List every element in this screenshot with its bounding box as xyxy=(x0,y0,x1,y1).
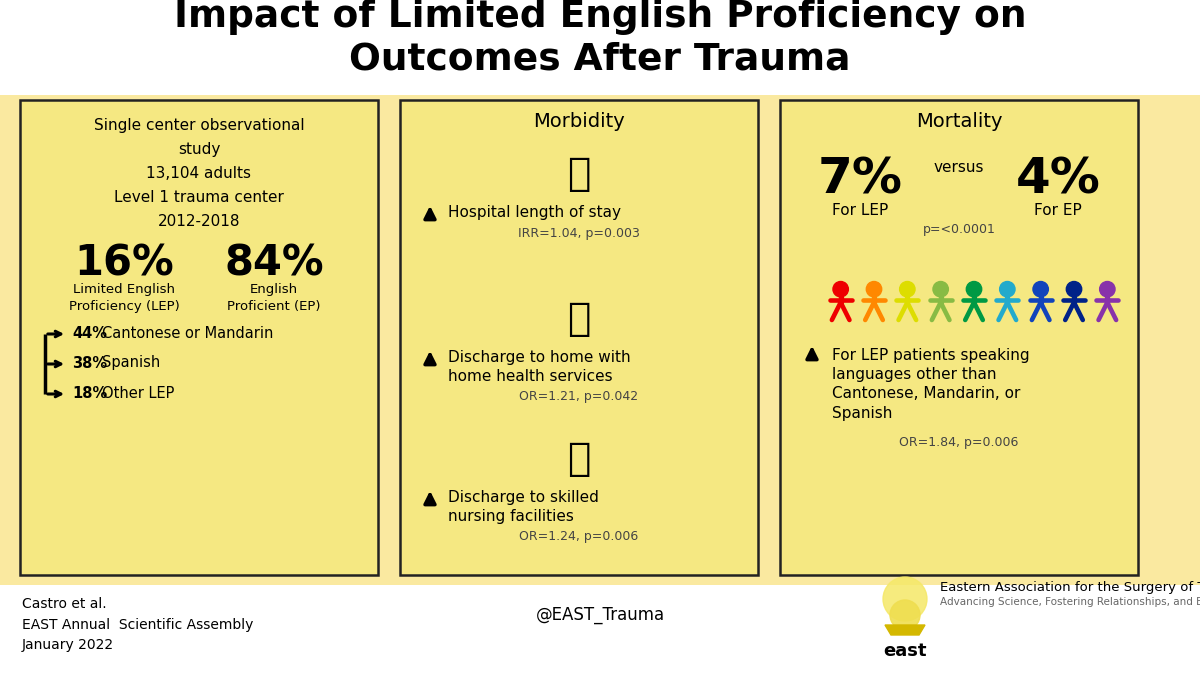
Text: Other LEP: Other LEP xyxy=(102,385,174,400)
Bar xyxy=(780,100,1138,575)
Circle shape xyxy=(966,281,982,297)
Text: east: east xyxy=(883,642,926,660)
Circle shape xyxy=(866,281,882,297)
Circle shape xyxy=(883,577,928,621)
Text: IRR=1.04, p=0.003: IRR=1.04, p=0.003 xyxy=(518,227,640,240)
Bar xyxy=(400,100,758,575)
Text: study: study xyxy=(178,142,220,157)
Text: Castro et al.
EAST Annual  Scientific Assembly
January 2022: Castro et al. EAST Annual Scientific Ass… xyxy=(22,597,253,652)
Text: p=<0.0001: p=<0.0001 xyxy=(923,223,996,236)
Text: Spanish: Spanish xyxy=(102,356,161,371)
Text: 38%: 38% xyxy=(72,356,107,371)
Bar xyxy=(20,100,378,575)
Text: Discharge to skilled
nursing facilities: Discharge to skilled nursing facilities xyxy=(448,490,599,524)
Text: versus: versus xyxy=(934,160,984,175)
Circle shape xyxy=(932,281,948,297)
Text: OR=1.24, p=0.006: OR=1.24, p=0.006 xyxy=(520,530,638,543)
Text: 16%: 16% xyxy=(74,243,174,285)
Text: 13,104 adults: 13,104 adults xyxy=(146,166,252,181)
Text: Mortality: Mortality xyxy=(916,112,1002,131)
Text: 🛌: 🛌 xyxy=(568,300,590,338)
Text: 84%: 84% xyxy=(224,243,324,285)
Text: 4%: 4% xyxy=(1015,155,1100,203)
Polygon shape xyxy=(886,625,925,635)
Text: Hospital length of stay: Hospital length of stay xyxy=(448,205,622,220)
Circle shape xyxy=(833,281,848,297)
Text: Outcomes After Trauma: Outcomes After Trauma xyxy=(349,41,851,77)
Text: OR=1.84, p=0.006: OR=1.84, p=0.006 xyxy=(899,436,1019,449)
Text: Eastern Association for the Surgery of Trauma: Eastern Association for the Surgery of T… xyxy=(940,580,1200,593)
Text: @EAST_Trauma: @EAST_Trauma xyxy=(535,606,665,624)
Text: 2012-2018: 2012-2018 xyxy=(157,214,240,229)
Text: 🏥: 🏥 xyxy=(568,155,590,193)
Text: Limited English
Proficiency (LEP): Limited English Proficiency (LEP) xyxy=(68,283,179,313)
Text: For LEP: For LEP xyxy=(832,203,888,218)
Circle shape xyxy=(890,600,920,630)
Text: Morbidity: Morbidity xyxy=(533,112,625,131)
Text: English
Proficient (EP): English Proficient (EP) xyxy=(227,283,320,313)
Bar xyxy=(0,95,1200,585)
Circle shape xyxy=(1000,281,1015,297)
Bar xyxy=(0,585,1200,675)
Circle shape xyxy=(1033,281,1049,297)
Text: Level 1 trauma center: Level 1 trauma center xyxy=(114,190,284,205)
Text: 44%: 44% xyxy=(72,325,107,340)
Text: Single center observational: Single center observational xyxy=(94,118,305,133)
Bar xyxy=(0,0,1200,95)
Text: 7%: 7% xyxy=(817,155,902,203)
Text: Advancing Science, Fostering Relationships, and Building Careers: Advancing Science, Fostering Relationshi… xyxy=(940,597,1200,607)
Circle shape xyxy=(900,281,916,297)
Text: For LEP patients speaking
languages other than
Cantonese, Mandarin, or
Spanish: For LEP patients speaking languages othe… xyxy=(832,348,1030,421)
Text: For EP: For EP xyxy=(1034,203,1082,218)
Text: Discharge to home with
home health services: Discharge to home with home health servi… xyxy=(448,350,631,383)
Text: Impact of Limited English Proficiency on: Impact of Limited English Proficiency on xyxy=(174,0,1026,35)
Circle shape xyxy=(1099,281,1115,297)
Text: 18%: 18% xyxy=(72,385,107,400)
Text: 🩺: 🩺 xyxy=(568,440,590,478)
Text: OR=1.21, p=0.042: OR=1.21, p=0.042 xyxy=(520,390,638,403)
Circle shape xyxy=(1067,281,1081,297)
Text: Cantonese or Mandarin: Cantonese or Mandarin xyxy=(102,325,274,340)
